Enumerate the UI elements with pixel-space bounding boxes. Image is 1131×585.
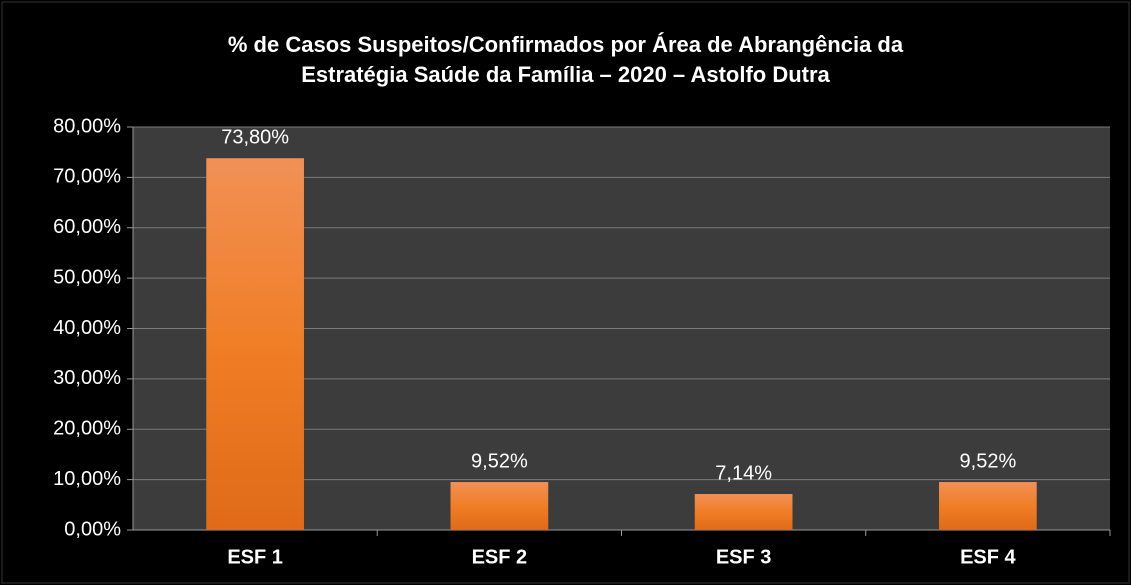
data-label: 9,52% [471,450,528,472]
y-tick-label: 30,00% [53,367,121,389]
y-tick-label: 80,00% [53,115,121,137]
bar [694,494,793,530]
bar [450,482,549,530]
y-tick-label: 10,00% [53,468,121,490]
chart-title: % de Casos Suspeitos/Confirmados por Áre… [227,32,904,87]
x-tick-label: ESF 2 [472,546,528,568]
bar [206,158,304,531]
x-tick-label: ESF 3 [716,546,772,568]
y-tick-label: 20,00% [53,418,121,440]
y-tick-label: 40,00% [53,317,121,339]
bar [939,482,1037,530]
y-tick-label: 0,00% [64,518,121,540]
y-tick-label: 60,00% [53,216,121,238]
y-tick-label: 50,00% [53,266,121,288]
x-tick-label: ESF 1 [227,546,283,568]
data-label: 9,52% [960,450,1017,472]
x-tick-label: ESF 4 [960,546,1016,568]
y-tick-label: 70,00% [53,166,121,188]
data-label: 73,80% [221,127,289,149]
data-label: 7,14% [715,462,772,484]
